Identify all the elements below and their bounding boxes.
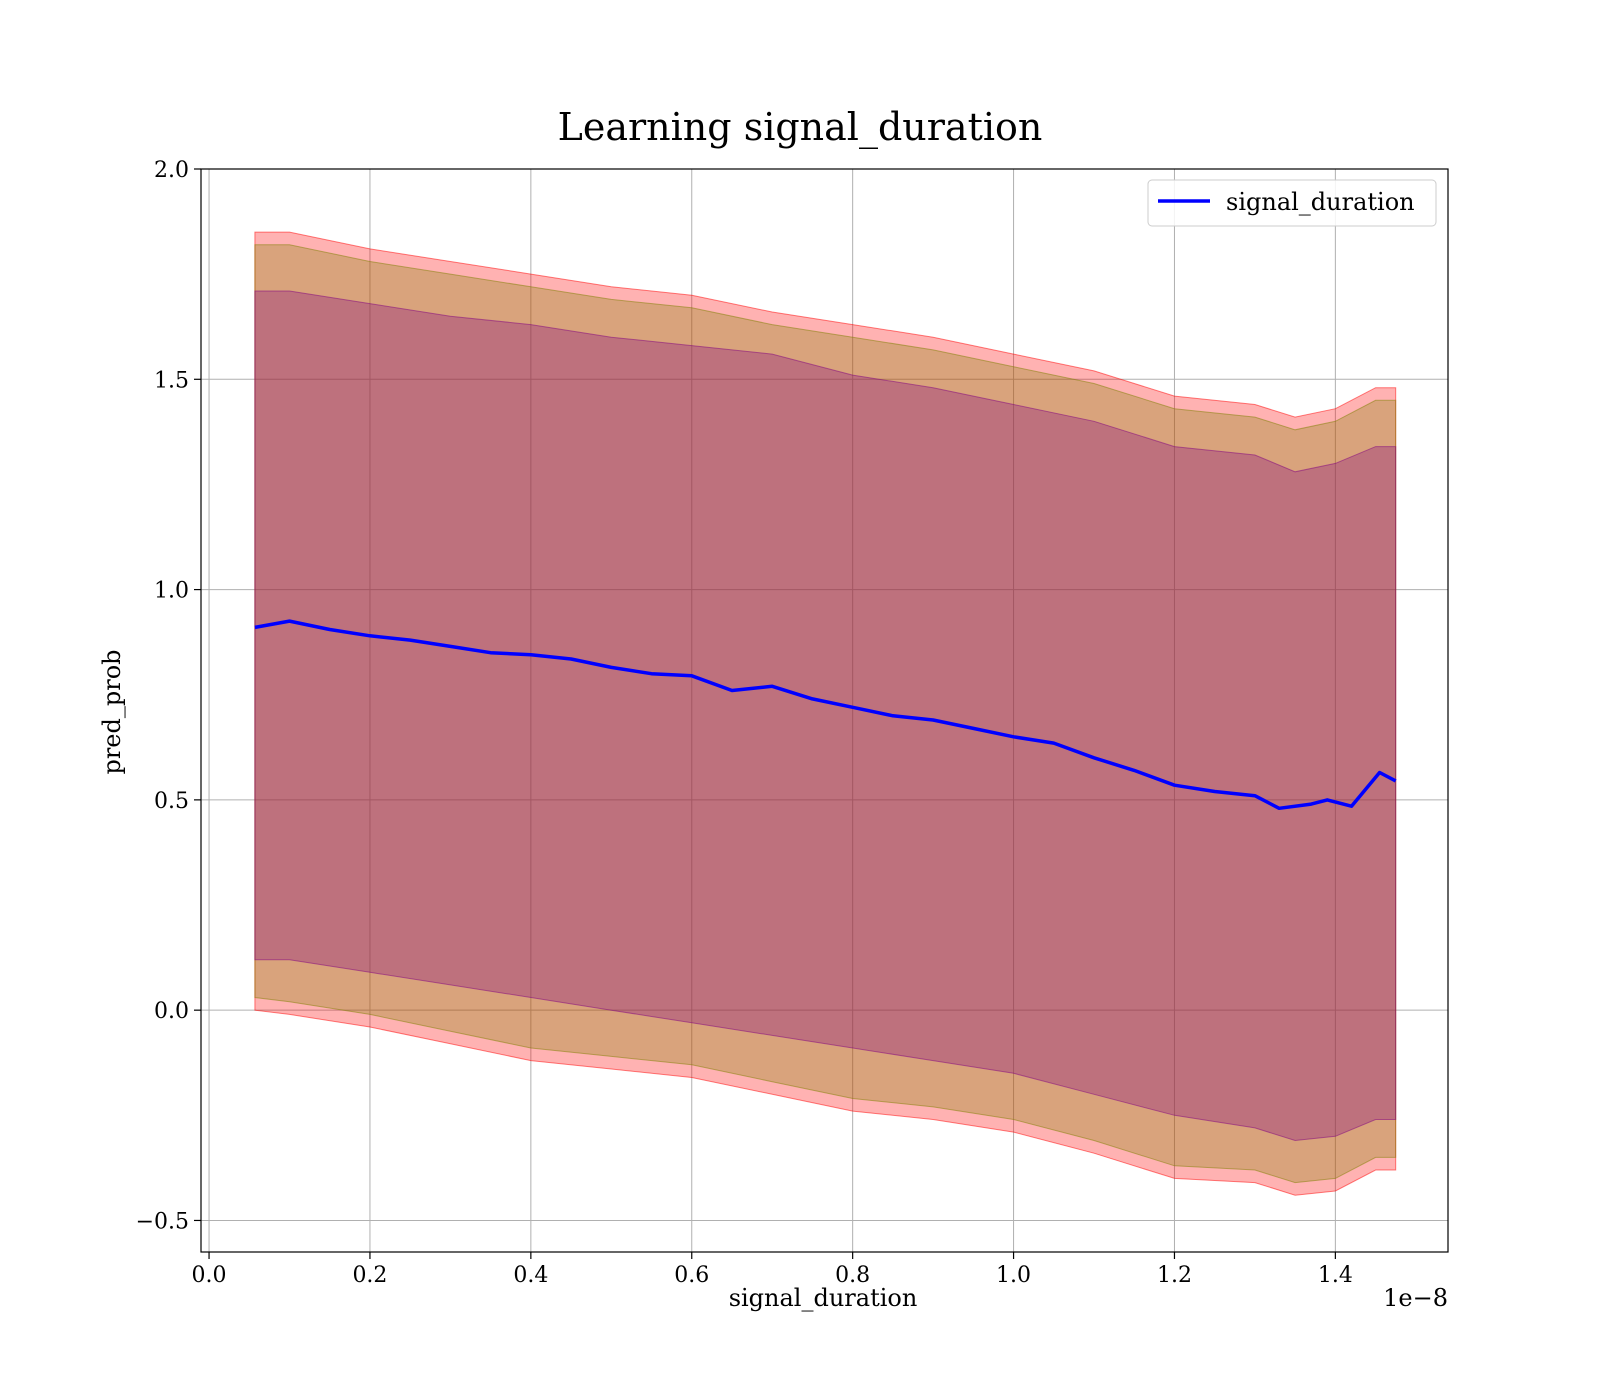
x-tick-label: 0.2 [352, 1263, 387, 1288]
y-tick-label: 2.0 [154, 158, 189, 183]
legend-box [1147, 179, 1437, 227]
y-tick-label: 0.5 [154, 789, 189, 814]
x-tick-label: 0.6 [674, 1263, 709, 1288]
x-tick-label: 0.0 [192, 1263, 227, 1288]
plot-area: 0.0 0.2 0.4 0.6 0.8 1.0 1.2 1.4 −0.5 0.0 0.5 1.0 1.… [136, 158, 1449, 1288]
axes-frame [200, 168, 1449, 1253]
legend-label: signal_duration [1226, 188, 1415, 216]
x-ticks: 0.0 0.2 0.4 0.6 0.8 1.0 1.2 1.4 [192, 1252, 1353, 1288]
bands [254, 231, 1397, 1196]
x-offset-text: 1e−8 [1383, 1284, 1448, 1312]
x-tick-label: 0.4 [513, 1263, 548, 1288]
chart-title: Learning signal_duration [558, 105, 1043, 150]
x-axis-label: signal_duration [729, 1284, 918, 1312]
series-line-0 [254, 619, 1397, 811]
x-tick-label: 1.4 [1318, 1263, 1353, 1288]
band-0 [254, 231, 1397, 1196]
x-tick-label: 0.8 [835, 1263, 870, 1288]
y-tick-label: 1.5 [154, 368, 189, 393]
x-tick-label: 1.0 [996, 1263, 1031, 1288]
x-tick-label: 1.2 [1157, 1263, 1192, 1288]
y-tick-label: 1.0 [154, 579, 189, 604]
y-axis-label: pred_prob [98, 649, 126, 774]
y-tick-label: −0.5 [136, 1209, 189, 1234]
y-ticks: −0.5 0.0 0.5 1.0 1.5 2.0 [136, 158, 201, 1234]
series-lines [254, 619, 1397, 811]
band-1 [254, 244, 1397, 1184]
legend: signal_duration [1147, 179, 1437, 227]
y-tick-label: 0.0 [154, 999, 189, 1024]
band-2 [254, 290, 1397, 1142]
